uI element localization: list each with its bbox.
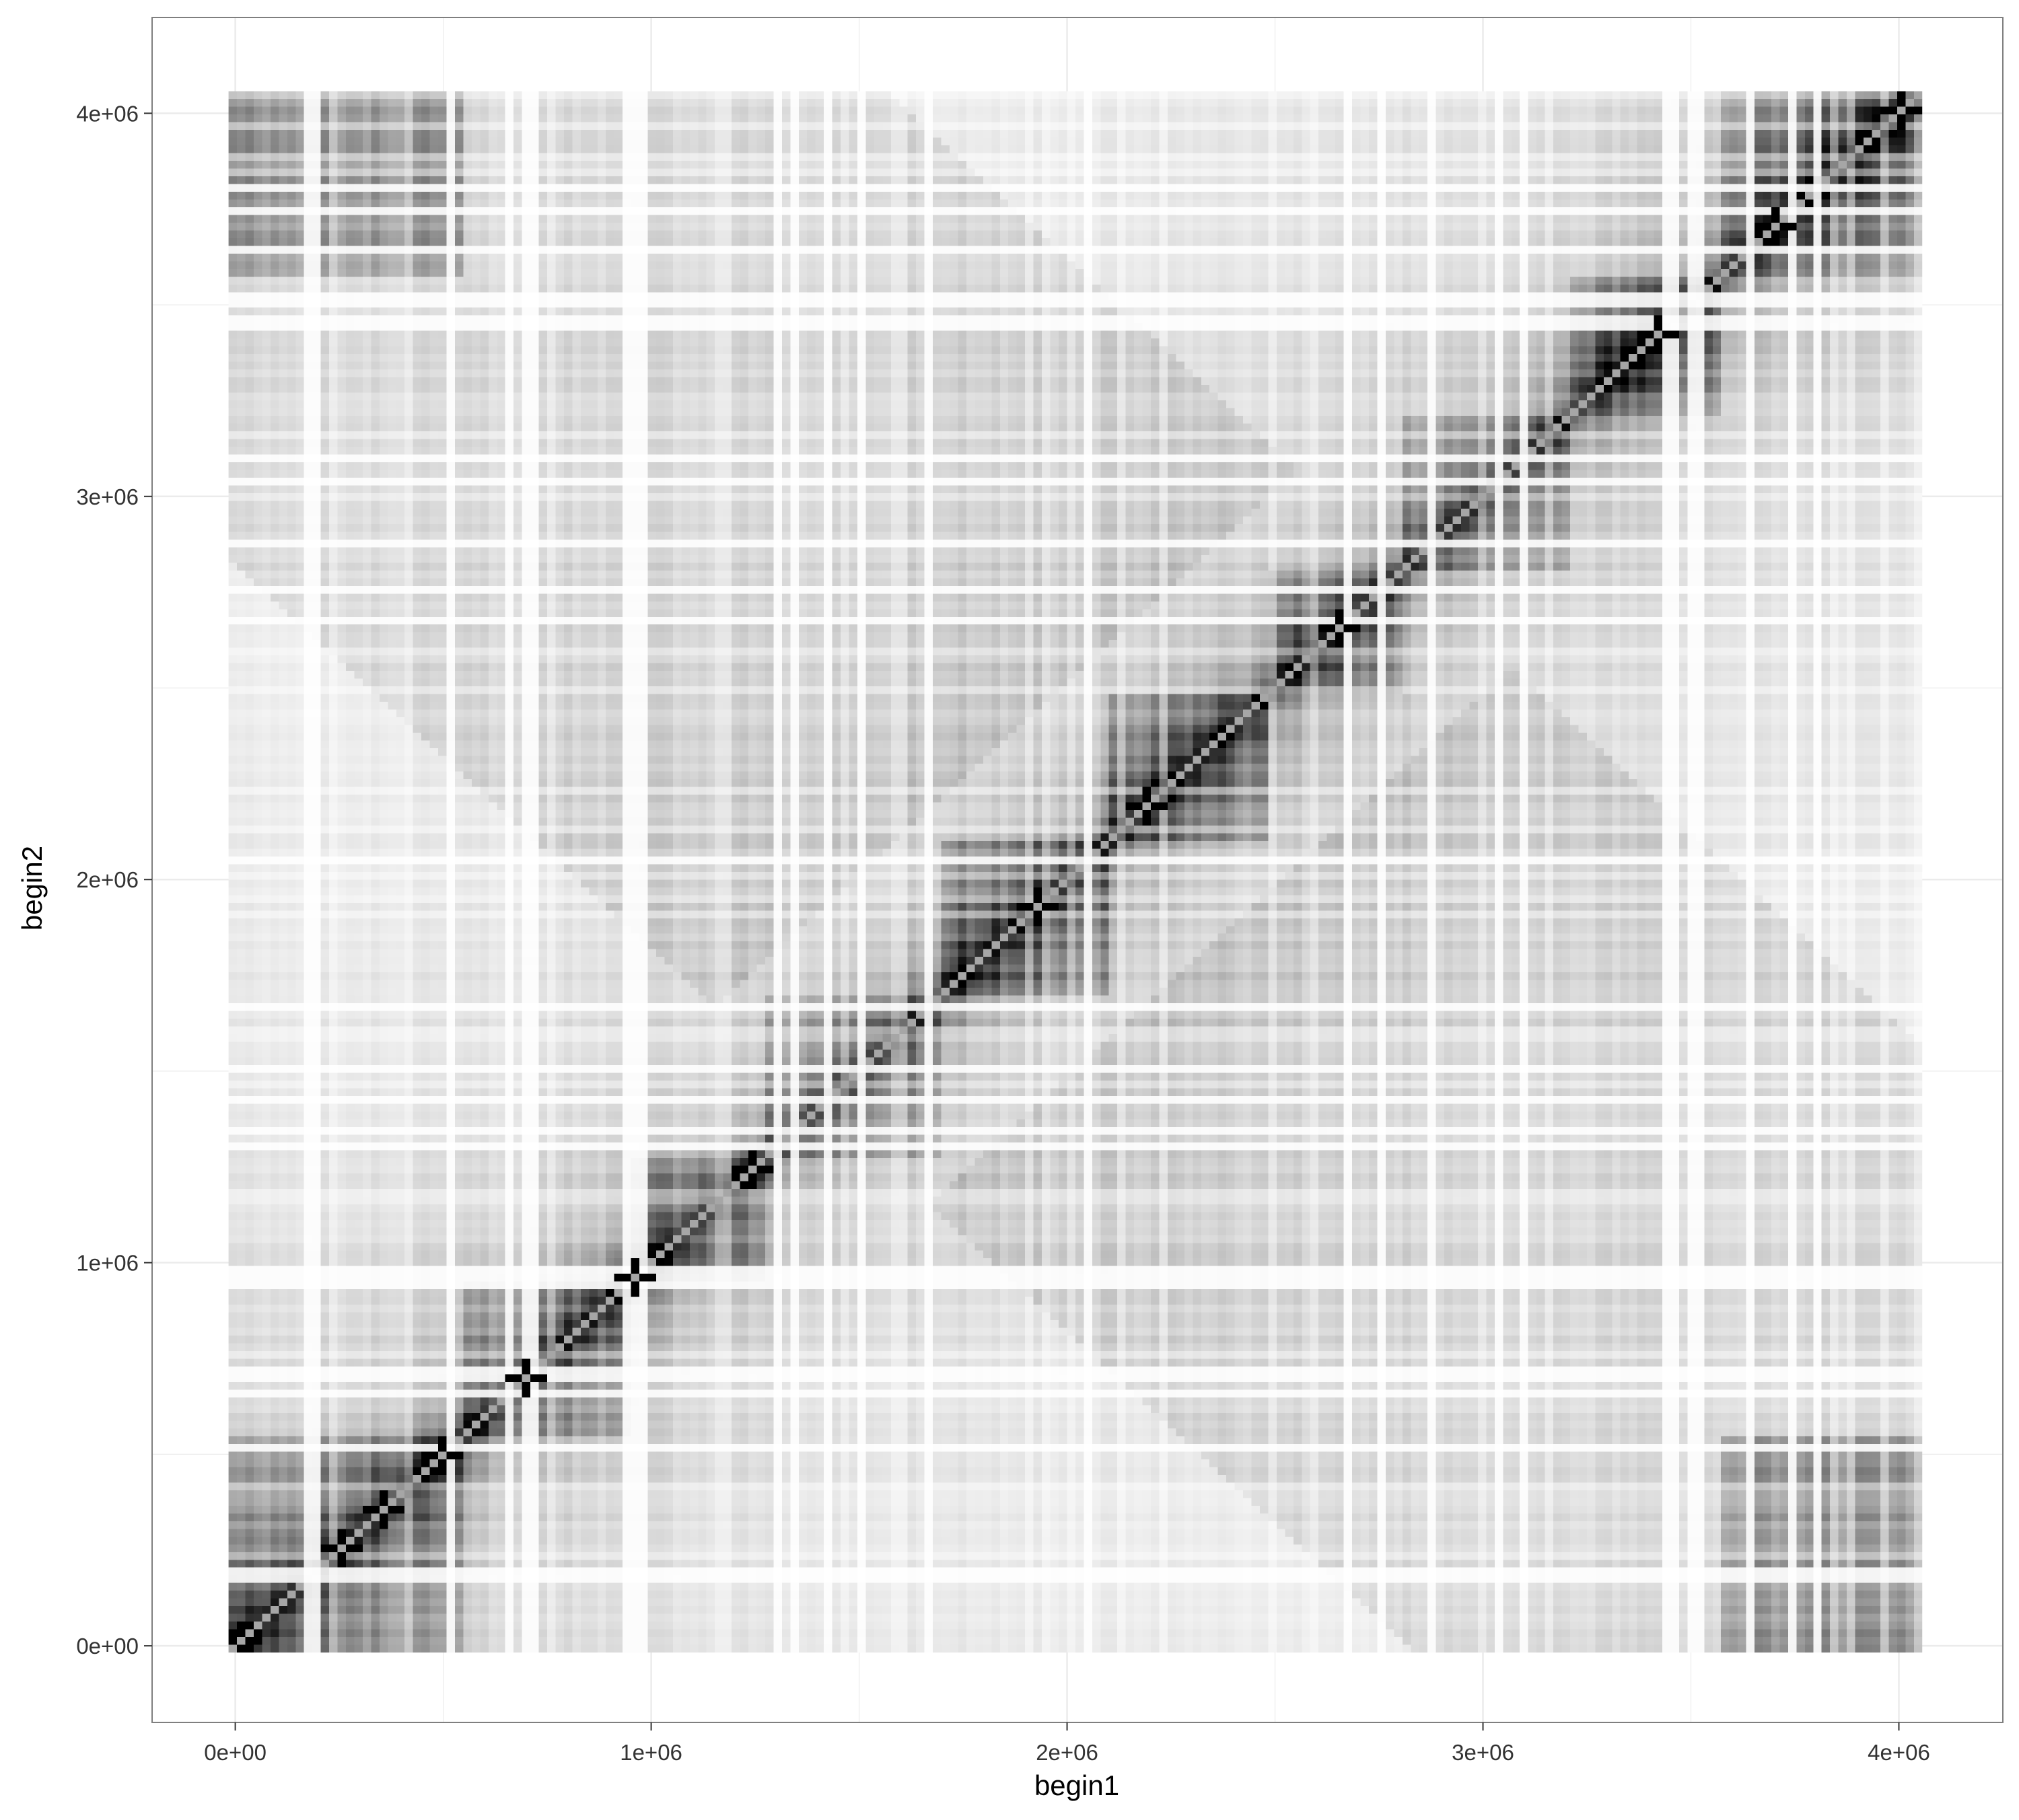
axis-layer: 0e+00 1e+06 2e+06 3e+06 4e+06 0e+00 1e+06 2e+06… — [76, 101, 1930, 1765]
y-tick-label: 4e+06 — [76, 101, 139, 126]
y-tick-label: 0e+00 — [76, 1634, 139, 1659]
x-tick-label: 2e+06 — [1036, 1740, 1098, 1765]
y-tick-label: 3e+06 — [76, 484, 139, 509]
heatmap-cells — [228, 91, 1923, 1653]
x-tick-label: 3e+06 — [1452, 1740, 1514, 1765]
x-tick-label: 0e+00 — [204, 1740, 267, 1765]
x-tick-label: 1e+06 — [620, 1740, 682, 1765]
y-axis-label: begin2 — [16, 846, 48, 931]
x-tick-label: 4e+06 — [1868, 1740, 1930, 1765]
y-tick-label: 1e+06 — [76, 1251, 139, 1276]
x-axis-label: begin1 — [1034, 1770, 1119, 1801]
heatmap-raster — [228, 91, 1923, 1653]
y-tick-label: 2e+06 — [76, 867, 139, 892]
panel-border — [151, 17, 2004, 1723]
